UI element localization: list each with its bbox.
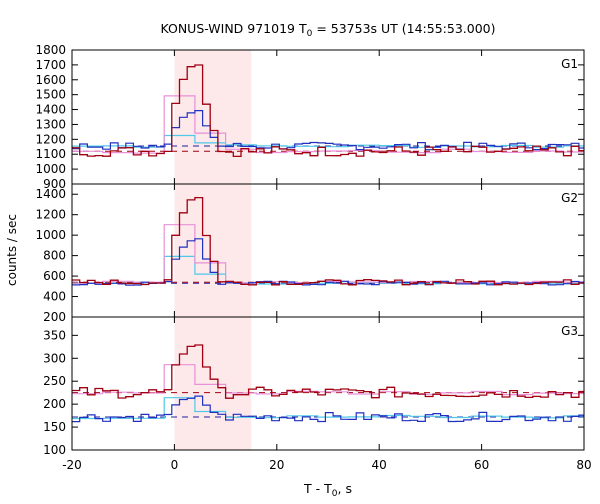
y-tick-label: 300 <box>43 351 66 365</box>
y-tick-label: 1200 <box>35 208 66 222</box>
panel-frame-g2 <box>71 183 585 318</box>
y-tick-label: 200 <box>43 310 66 324</box>
x-axis-label: T - T0, s <box>303 481 352 499</box>
y-tick-label: 800 <box>43 249 66 263</box>
y-tick-label: 100 <box>43 443 66 457</box>
panel-label-g3: G3 <box>561 324 578 338</box>
series-pink-g3 <box>72 364 584 396</box>
y-tick-label: 1500 <box>35 88 66 102</box>
y-tick-label: 900 <box>43 177 66 191</box>
y-tick-label: 1400 <box>35 103 66 117</box>
y-tick-label: 250 <box>43 374 66 388</box>
x-tick-label: -20 <box>62 458 82 472</box>
x-tick-label: 80 <box>576 458 591 472</box>
series-dark-red-g2 <box>72 196 584 286</box>
y-tick-label: 1600 <box>35 73 66 87</box>
panel-label-g1: G1 <box>561 57 578 71</box>
y-tick-label: 1800 <box>35 43 66 57</box>
shaded-interval-g3 <box>174 317 252 450</box>
x-tick-label: 20 <box>269 458 284 472</box>
series-blue-g2 <box>72 238 584 286</box>
series-blue-g1 <box>72 110 584 151</box>
y-tick-label: 200 <box>43 397 66 411</box>
y-tick-label: 600 <box>43 269 66 283</box>
panel-frame-g3 <box>71 316 585 451</box>
series-cyan-g3 <box>72 397 584 420</box>
panel-frame-g1 <box>71 49 585 185</box>
plot-layer: 900100011001200130014001500160017001800G… <box>35 43 591 472</box>
chart-title: KONUS-WIND 971019 T0 = 53753s UT (14:55:… <box>160 21 495 39</box>
x-tick-label: 40 <box>372 458 387 472</box>
y-tick-label: 1700 <box>35 58 66 72</box>
series-pink-g1 <box>72 95 584 154</box>
panel-label-g2: G2 <box>561 191 578 205</box>
series-pink-g2 <box>72 224 584 284</box>
y-axis-label: counts / sec <box>5 214 19 286</box>
y-tick-label: 1200 <box>35 132 66 146</box>
series-blue-g3 <box>72 395 584 423</box>
y-tick-label: 1000 <box>35 162 66 176</box>
series-dark-red-g1 <box>72 64 584 158</box>
y-tick-label: 1400 <box>35 187 66 201</box>
y-tick-label: 400 <box>43 290 66 304</box>
x-tick-label: 0 <box>171 458 179 472</box>
y-tick-label: 1100 <box>35 147 66 161</box>
y-tick-label: 350 <box>43 328 66 342</box>
y-tick-label: 150 <box>43 420 66 434</box>
series-dark-red-g3 <box>72 344 584 399</box>
x-tick-label: 60 <box>474 458 489 472</box>
y-tick-label: 1300 <box>35 117 66 131</box>
y-tick-label: 1000 <box>35 228 66 242</box>
shaded-interval-g2 <box>174 184 252 317</box>
